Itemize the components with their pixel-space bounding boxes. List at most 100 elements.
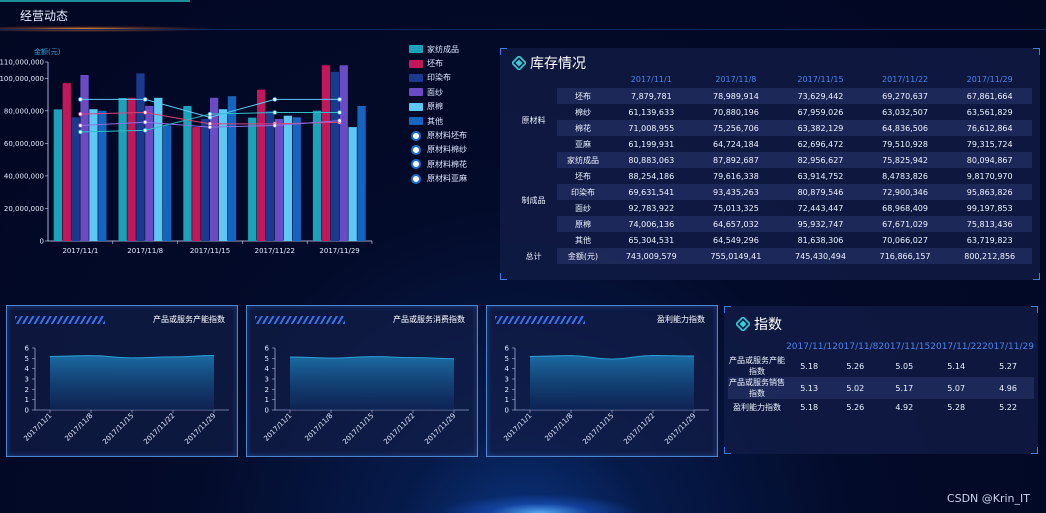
legend-item[interactable]: 原材料棉花 [409, 157, 499, 171]
group-label: 原材料 [521, 115, 546, 125]
legend-item[interactable]: 面纱 [409, 85, 499, 99]
legend-swatch [409, 59, 423, 68]
column-header: 2017/11/29 [982, 342, 1034, 352]
table-cell: 80,879,546 [778, 184, 863, 200]
legend-item[interactable]: 原棉 [409, 100, 499, 114]
legend-swatch [409, 102, 423, 111]
profitability-index-card: 盈利能力指数 0 1 2 3 4 5 6 2017/11/1 2017/11/8 2017/11/… [486, 305, 718, 457]
line-point [337, 118, 342, 123]
table-cell: 79,510,928 [882, 139, 928, 149]
area-fill [290, 356, 454, 410]
bar [145, 105, 154, 241]
table-cell: 68,968,409 [882, 203, 928, 213]
table-cell: 79,315,724 [966, 139, 1013, 149]
legend-label: 原材料坯布 [427, 131, 467, 141]
bar [127, 97, 136, 241]
area-line [529, 354, 695, 360]
table-cell: 92,783,922 [628, 203, 675, 213]
legend-label: 原材料棉纱 [427, 145, 467, 155]
y-tick-label: 100,000,000 [0, 75, 44, 83]
table-row: 产品或服务产能指数 5.18 5.26 5.05 5.14 5.27 [728, 355, 1034, 377]
legend-label: 原材料亚麻 [427, 174, 467, 184]
table-cell: 5.07 [930, 377, 983, 399]
y-tick-label: 0 [505, 407, 509, 415]
table-cell: 9,8170,970 [966, 171, 1013, 181]
table-cell: 79,616,338 [712, 171, 759, 181]
x-tick-label: 2017/11/29 [319, 247, 359, 255]
legend-item[interactable]: 坯布 [409, 56, 499, 70]
bar [98, 110, 107, 242]
legend-swatch [409, 117, 423, 126]
table-cell: 61,139,633 [628, 107, 675, 117]
area-fill [530, 355, 694, 410]
bar [321, 65, 331, 241]
y-tick-label: 3 [265, 376, 269, 384]
x-tick-label: 2017/11/8 [303, 412, 334, 443]
table-cell: 63,382,129 [778, 120, 863, 136]
bar [154, 97, 163, 241]
table-cell: 74,006,136 [609, 216, 694, 232]
line-point [78, 129, 83, 135]
legend-dot [411, 130, 421, 141]
row-label: 棉花 [557, 120, 609, 136]
legend-item[interactable]: 原材料棉纱 [409, 143, 499, 157]
inventory-panel-title: 库存情况 [512, 53, 586, 73]
table-cell: 5.28 [947, 403, 966, 412]
line-point [272, 123, 277, 128]
table-row: 其他 65,304,531 64,549,296 81,638,306 70,066,0… [510, 232, 1032, 248]
line-point [207, 111, 213, 117]
page-title: 经营动态 [20, 9, 69, 23]
inventory-panel: 库存情况 2017/11/1 2017/11/8 2017/11/15 2017/11… [500, 48, 1040, 280]
legend-item[interactable]: 原材料亚麻 [409, 172, 499, 186]
column-header: 2017/11/22 [882, 74, 929, 84]
table-cell: 72,443,447 [797, 203, 844, 213]
y-tick-label: 1 [265, 396, 269, 404]
table-cell: 63,561,829 [966, 107, 1013, 117]
y-tick-label: 3 [505, 376, 509, 384]
table-cell: 5.14 [947, 361, 966, 371]
table-cell: 88,254,186 [628, 171, 675, 181]
table-cell: 93,435,263 [693, 184, 779, 200]
legend-item[interactable]: 原材料坯布 [409, 128, 499, 142]
legend-label: 家纺成品 [427, 44, 459, 54]
consumption-index-card: 产品或服务消费指数 0 1 2 3 4 5 6 2017/11/1 2017/11/8 2017/… [246, 305, 478, 457]
table-cell: 5.26 [846, 361, 865, 371]
y-tick-label: 40,000,000 [4, 172, 44, 180]
bar [136, 73, 145, 242]
column-header: 2017/11/1 [630, 74, 672, 84]
row-label: 其他 [575, 235, 591, 245]
index-panel-title: 指数 [736, 314, 782, 334]
row-label: 印染布 [557, 184, 609, 200]
index-panel: 指数 2017/11/1 2017/11/8 2017/11/15 2017/11/2… [724, 306, 1038, 454]
table-cell: 81,638,306 [797, 235, 844, 245]
line-point [142, 97, 148, 102]
row-label: 产品或服务产能指数 [729, 356, 786, 376]
table-cell: 64,836,506 [862, 120, 948, 136]
table-cell: 63,914,752 [797, 171, 844, 181]
column-header: 2017/11/15 [878, 342, 931, 352]
y-tick-label: 4 [25, 365, 30, 373]
column-header: 2017/11/29 [966, 74, 1013, 84]
table-cell: 62,696,472 [797, 139, 844, 149]
y-tick-label: 20,000,000 [4, 205, 44, 213]
bar [257, 89, 266, 241]
legend-item[interactable]: 其他 [409, 114, 499, 128]
legend-item[interactable]: 家纺成品 [409, 42, 499, 56]
legend-swatch [409, 73, 423, 82]
table-cell: 67,861,664 [947, 88, 1032, 104]
table-cell: 745,430,494 [778, 248, 863, 264]
group-label: 制成品 [521, 195, 546, 205]
y-tick-label: 6 [505, 345, 510, 353]
line-point [78, 123, 83, 128]
legend-label: 坯布 [427, 59, 443, 69]
y-tick-label: 5 [25, 355, 29, 363]
table-cell: 75,256,706 [693, 120, 779, 136]
line-point [337, 110, 342, 115]
legend-label: 面纱 [427, 87, 443, 97]
legend-item[interactable]: 印染布 [409, 71, 499, 85]
column-header [510, 70, 557, 88]
table-cell: 7,879,781 [609, 88, 694, 104]
table-row: 原材料 坯布 7,879,781 78,989,914 73,629,442 69,270… [510, 88, 1032, 125]
